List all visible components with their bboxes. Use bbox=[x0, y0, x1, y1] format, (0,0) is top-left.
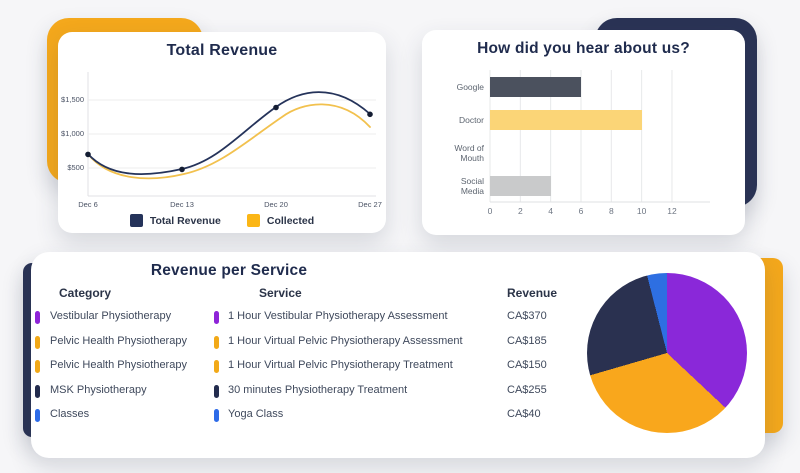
collected-line bbox=[87, 103, 371, 180]
total-revenue-title: Total Revenue bbox=[166, 42, 278, 59]
x-tick: Dec 20 bbox=[264, 200, 288, 209]
bar-x-tick: 0 bbox=[487, 206, 493, 216]
bar-category-label: Social Media bbox=[460, 175, 484, 196]
bar-x-tick: 6 bbox=[578, 206, 584, 216]
service-color-marker bbox=[214, 360, 219, 373]
revenue-cell: CA$185 bbox=[507, 334, 547, 347]
data-point bbox=[367, 111, 373, 118]
data-point-markers bbox=[85, 104, 373, 173]
category-cell: Pelvic Health Physiotherapy bbox=[50, 334, 187, 347]
category-color-marker bbox=[35, 335, 40, 349]
hear-about-card: How did you hear about us? Google Doctor W… bbox=[422, 30, 745, 235]
category-color-marker bbox=[35, 409, 40, 422]
x-tick: Dec 13 bbox=[170, 200, 194, 209]
y-tick: $1,000 bbox=[61, 129, 84, 138]
hear-about-title: How did you hear about us? bbox=[477, 40, 690, 57]
x-tick: Dec 6 bbox=[78, 200, 98, 209]
line-grid bbox=[87, 72, 376, 197]
legend-swatch-gold bbox=[246, 214, 260, 227]
revenue-cell: CA$255 bbox=[507, 383, 547, 396]
bar-doctor[interactable] bbox=[490, 109, 642, 130]
service-color-marker bbox=[214, 335, 219, 349]
legend-swatch-navy bbox=[129, 214, 143, 227]
bar-plot[interactable]: Google Doctor Word of Mouth Social Media 0 2 4… bbox=[422, 30, 745, 235]
data-point bbox=[85, 151, 91, 158]
category-cell: Vestibular Physiotherapy bbox=[50, 310, 172, 322]
category-cell: MSK Physiotherapy bbox=[50, 383, 147, 396]
revenue-cell: CA$40 bbox=[507, 408, 541, 420]
legend-item-total-revenue[interactable]: Total Revenue bbox=[129, 214, 221, 227]
bar-social-media[interactable] bbox=[490, 175, 551, 196]
pie-chart[interactable] bbox=[587, 273, 747, 433]
revenue-cell: CA$150 bbox=[507, 359, 547, 371]
category-color-marker bbox=[35, 360, 40, 373]
category-cell: Pelvic Health Physiotherapy bbox=[50, 359, 187, 371]
service-cell: 1 Hour Virtual Pelvic Physiotherapy Asse… bbox=[228, 334, 463, 347]
category-color-marker bbox=[35, 384, 40, 398]
x-tick: Dec 27 bbox=[358, 200, 382, 209]
bar-category-label: Word of Mouth bbox=[454, 142, 484, 163]
service-color-marker bbox=[214, 409, 219, 422]
category-cell: Classes bbox=[50, 408, 90, 420]
bar-x-tick: 8 bbox=[608, 206, 614, 216]
data-point bbox=[273, 104, 279, 111]
y-tick: $500 bbox=[67, 163, 84, 172]
service-cell: 1 Hour Virtual Pelvic Physiotherapy Trea… bbox=[228, 359, 453, 371]
service-cell: 1 Hour Vestibular Physiotherapy Assessme… bbox=[228, 310, 448, 322]
column-header-service: Service bbox=[259, 286, 302, 300]
bar-x-tick: 4 bbox=[548, 206, 554, 216]
revenue-per-service-card: Revenue per Service Category Service Rev… bbox=[31, 252, 765, 458]
data-point bbox=[179, 166, 185, 173]
total-revenue-card: Total Revenue $1,500 $1,000 $500 Dec 6 D… bbox=[58, 32, 386, 233]
category-color-marker bbox=[35, 311, 40, 324]
legend-label: Collected bbox=[266, 214, 315, 227]
bar-google[interactable] bbox=[490, 76, 582, 97]
bar-category-label: Doctor bbox=[458, 114, 484, 125]
column-header-category: Category bbox=[59, 286, 112, 300]
y-tick: $1,500 bbox=[61, 95, 84, 104]
line-chart-legend: Total Revenue Collected bbox=[58, 214, 386, 227]
revenue-cell: CA$370 bbox=[507, 310, 547, 322]
service-cell: Yoga Class bbox=[228, 408, 284, 420]
bar-x-tick: 12 bbox=[667, 206, 677, 216]
legend-label: Total Revenue bbox=[149, 214, 221, 227]
total-revenue-line bbox=[87, 91, 371, 175]
column-header-revenue: Revenue bbox=[507, 286, 558, 300]
service-color-marker bbox=[214, 311, 219, 324]
bar-x-tick: 10 bbox=[636, 206, 647, 216]
revenue-per-service-title: Revenue per Service bbox=[150, 262, 308, 279]
bar-category-label: Google bbox=[456, 81, 484, 92]
service-color-marker bbox=[214, 384, 219, 398]
service-table: Vestibular Physiotherapy 1 Hour Vestibula… bbox=[31, 252, 765, 458]
bar-x-tick: 2 bbox=[517, 206, 523, 216]
total-revenue-plot[interactable] bbox=[58, 32, 386, 233]
service-cell: 30 minutes Physiotherapy Treatment bbox=[228, 383, 408, 396]
legend-item-collected[interactable]: Collected bbox=[246, 214, 315, 227]
